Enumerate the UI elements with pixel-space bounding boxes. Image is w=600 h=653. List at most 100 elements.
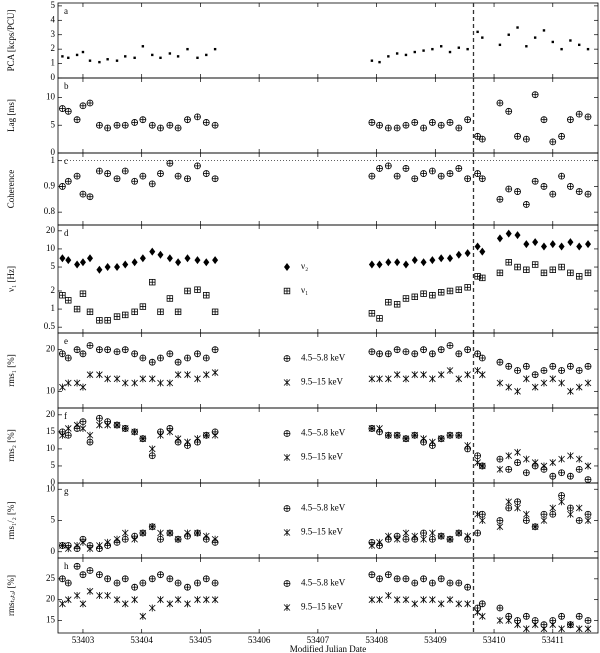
marker-diamond xyxy=(149,247,156,256)
panel-frame xyxy=(57,407,599,484)
y-axis-label: rms₁/₂ [%] xyxy=(6,501,16,539)
y-axis-label: Lag [ms] xyxy=(6,99,16,132)
marker xyxy=(429,256,436,265)
marker xyxy=(65,256,72,265)
marker xyxy=(157,379,164,387)
marker xyxy=(186,47,189,51)
marker xyxy=(368,571,376,579)
marker xyxy=(202,119,210,126)
marker xyxy=(522,362,530,370)
marker xyxy=(567,621,574,629)
marker-diamond xyxy=(368,260,375,269)
marker xyxy=(59,600,66,608)
marker xyxy=(74,260,81,269)
marker-diamond xyxy=(385,258,392,267)
marker xyxy=(505,259,512,266)
marker-dot xyxy=(413,50,416,54)
marker xyxy=(115,59,119,62)
marker xyxy=(385,258,392,267)
marker xyxy=(420,290,427,297)
marker xyxy=(176,55,180,58)
y-tick-label: 15 xyxy=(46,615,56,625)
marker xyxy=(64,545,72,553)
marker xyxy=(576,242,583,251)
marker xyxy=(86,193,94,201)
marker-diamond xyxy=(474,242,481,251)
marker xyxy=(558,242,565,251)
marker xyxy=(584,269,592,277)
marker-diamond xyxy=(203,258,210,267)
marker xyxy=(560,47,563,51)
marker xyxy=(376,121,383,129)
marker xyxy=(558,132,565,140)
marker-dot xyxy=(476,30,479,34)
marker xyxy=(148,445,156,453)
marker xyxy=(96,414,103,422)
marker xyxy=(184,287,191,295)
marker xyxy=(96,346,103,354)
marker xyxy=(184,583,191,591)
marker-dot xyxy=(106,58,109,61)
marker xyxy=(64,379,72,387)
y-tick-label: 0 xyxy=(51,72,56,82)
marker xyxy=(166,575,174,583)
y-tick-label: 10 xyxy=(46,443,56,453)
legend-marker xyxy=(283,287,291,295)
marker xyxy=(505,452,513,460)
marker xyxy=(376,375,383,383)
marker xyxy=(522,517,530,524)
legend-marker xyxy=(283,430,291,437)
marker xyxy=(131,350,139,358)
marker xyxy=(540,367,548,374)
marker-diamond xyxy=(212,256,219,265)
marker xyxy=(79,538,87,546)
marker xyxy=(575,455,583,463)
marker xyxy=(184,254,191,263)
marker xyxy=(194,375,201,383)
marker xyxy=(376,350,383,358)
marker xyxy=(540,510,548,518)
x-tick-label: 53411 xyxy=(542,635,564,645)
marker xyxy=(429,529,436,537)
marker xyxy=(194,579,201,587)
marker xyxy=(79,290,87,297)
marker xyxy=(549,240,556,249)
marker xyxy=(121,424,129,432)
marker xyxy=(385,532,392,540)
marker-dot xyxy=(378,60,381,64)
marker xyxy=(514,132,521,140)
marker xyxy=(584,379,592,387)
y-tick-label: 0 xyxy=(51,147,56,157)
marker xyxy=(531,177,539,185)
marker-diamond xyxy=(402,260,409,269)
marker xyxy=(575,383,583,391)
marker xyxy=(368,260,375,269)
marker xyxy=(474,459,481,467)
marker xyxy=(478,175,486,183)
marker xyxy=(184,371,191,379)
marker xyxy=(464,346,472,354)
marker xyxy=(113,421,121,429)
marker xyxy=(131,177,139,185)
marker xyxy=(131,308,138,316)
marker xyxy=(64,431,72,439)
marker xyxy=(549,504,557,512)
marker xyxy=(131,428,138,436)
marker xyxy=(437,600,445,608)
marker xyxy=(523,625,530,633)
marker xyxy=(175,258,182,267)
marker-diamond xyxy=(184,254,191,263)
y-tick-label: 5 xyxy=(51,119,56,129)
marker xyxy=(474,350,482,358)
marker xyxy=(558,625,565,633)
marker xyxy=(411,600,419,608)
marker xyxy=(402,121,410,129)
marker xyxy=(446,579,454,587)
marker xyxy=(98,60,101,64)
marker xyxy=(184,600,191,608)
marker xyxy=(121,167,129,175)
marker xyxy=(384,124,392,132)
panel-label: g xyxy=(64,486,69,496)
marker xyxy=(157,431,164,439)
marker xyxy=(131,119,139,126)
